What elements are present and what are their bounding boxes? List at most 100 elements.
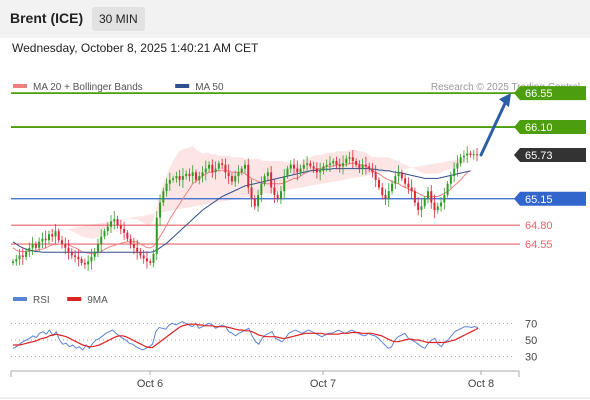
candle-body [293,164,296,169]
candle [149,258,152,266]
candle-body [93,251,96,257]
price-legend: MA 20 + Bollinger Bands MA 50 [13,82,224,93]
candle [413,187,416,207]
candle [260,176,263,203]
candle [194,169,197,183]
candle [106,222,109,236]
candle [345,155,348,167]
candle [57,228,60,243]
candle-body [44,238,47,241]
candle-body [381,187,384,195]
candle [358,160,361,174]
candle-body [162,191,165,203]
candle-body [319,170,322,173]
candle-body [279,191,282,199]
candle-body [227,172,230,177]
candle [384,188,387,206]
candle-body [18,255,21,260]
candle [155,211,158,261]
candle-body [208,164,211,169]
candle-body [345,158,348,164]
candle-body [136,247,139,252]
candle-body [472,154,475,156]
candle [198,171,201,185]
candle [38,237,41,253]
candle-body [407,183,410,188]
candle [54,224,57,244]
candle [417,197,420,216]
candle [21,247,24,265]
candle [64,237,67,255]
legend-swatch [175,84,190,88]
candle-body [113,219,116,222]
candle [426,186,429,204]
candle [266,167,269,181]
candle [41,232,44,249]
candle [459,153,462,167]
candle [61,235,64,249]
candle [319,162,322,181]
level-badge-65.15: 65.15 [514,191,586,206]
candle [224,158,227,179]
candle-body [142,255,145,259]
candle [159,194,162,226]
candle [453,162,456,183]
candle-body [237,172,240,177]
candle [381,182,384,200]
x-tick-label: Oct 6 [137,378,163,390]
candle-body [201,172,204,177]
candle [123,221,126,240]
timeframe-button[interactable]: 30 MIN [92,7,145,31]
x-axis: Oct 6 Oct 7 Oct 8 [0,370,590,399]
legend-label: MA 20 + Bollinger Bands [33,82,143,93]
candle [110,215,113,233]
candle [185,170,188,180]
candle-body [41,238,44,242]
candle-body [377,179,380,188]
x-tick-label: Oct 7 [310,378,336,390]
candle [136,239,139,260]
candle [279,185,282,205]
candle-body [368,166,371,169]
candle-body [446,183,449,195]
candle-body [132,244,135,248]
candle [286,165,289,179]
candle-body [440,202,443,207]
candle-body [312,166,315,169]
candle-body [351,157,354,162]
candle [172,175,175,183]
candle-body [289,164,292,169]
candle [462,150,465,163]
candle [70,248,73,259]
candle [351,150,354,169]
candle [400,169,403,182]
candle-body [51,234,54,237]
candle-body [165,183,168,192]
candle-body [80,259,83,263]
candle-body [47,234,50,241]
candle-body [302,164,305,169]
candle-body [335,161,338,165]
candle-body [423,198,426,207]
legend-label: MA 50 [195,82,224,93]
credit-text: Research © 2025 Trading Central [431,82,580,93]
candle [90,248,93,270]
candle-body [116,219,119,226]
candle [449,171,452,189]
rsi-tick-label: 30 [525,352,537,364]
candle-body [57,231,60,241]
candle-body [31,244,34,248]
candle [201,166,204,183]
candle [299,165,302,176]
candle-body [361,164,364,169]
candle-body [172,178,175,180]
candle-body [54,231,57,237]
candle [181,168,184,188]
candle [217,160,220,172]
chart-header: Brent (ICE) 30 MIN [0,0,590,38]
bollinger-bands [13,145,471,239]
forecast-arrow [479,93,511,157]
candle-body [194,172,197,180]
candle [293,158,296,175]
badge-shape [514,147,586,162]
